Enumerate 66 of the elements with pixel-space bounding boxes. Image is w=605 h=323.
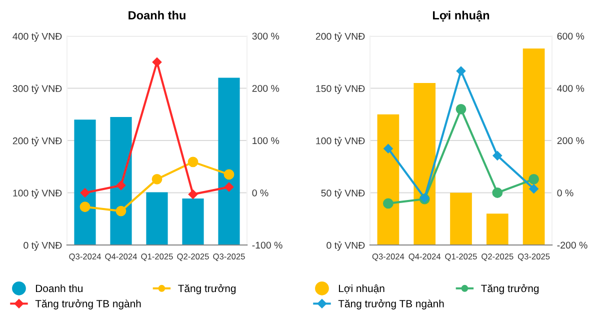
x-tick-label: Q3-2025 (213, 254, 245, 261)
x-tick-label: Q4-2024 (408, 254, 441, 261)
y-tick-label: 200 tỷ VNĐ (316, 32, 365, 42)
y-tick-label: 100 tỷ VNĐ (316, 136, 365, 146)
legend-label: Doanh thu (36, 284, 83, 292)
bar (218, 78, 240, 245)
point (382, 198, 394, 209)
x-tick-label: Q2-2025 (482, 254, 514, 261)
point (224, 182, 234, 192)
y-tick-label: 200 tỷ VNĐ (12, 136, 62, 146)
x-tick-label: Q3-2024 (69, 254, 101, 261)
chart-title: Lợi nhuận (433, 10, 490, 22)
y2-tick-label: 0 % (252, 189, 268, 196)
y2-tick-label: 100 % (252, 137, 280, 144)
point (116, 206, 126, 216)
x-tick-label: Q4-2024 (105, 254, 137, 261)
legend-label: Tăng trưởng TB ngành (35, 299, 141, 310)
y2-tick-label: 600 % (557, 32, 584, 40)
y2-tick-label: -100 % (252, 242, 282, 249)
bar (110, 116, 132, 245)
bar (486, 214, 508, 245)
point (224, 169, 234, 180)
point (188, 156, 198, 168)
y2-tick-label: 0 % (557, 189, 574, 196)
bar (146, 192, 168, 245)
y-tick-label: 0 tỷ VNĐ (24, 241, 62, 251)
y2-tick-label: 200 % (557, 137, 584, 144)
legend-label: Lợi nhuận (338, 284, 384, 294)
legend-label: Tăng trưởng TB ngành (338, 299, 444, 310)
y-tick-label: 0 tỷ VNĐ (326, 241, 365, 251)
point (116, 180, 126, 190)
x-tick-label: Q1-2025 (445, 254, 477, 261)
y-tick-label: 150 tỷ VNĐ (316, 84, 365, 94)
point (528, 174, 540, 184)
point (188, 190, 198, 199)
y-tick-label: 400 tỷ VNĐ (12, 32, 62, 42)
point (80, 188, 90, 198)
y2-tick-label: 400 % (557, 84, 584, 92)
bar (450, 192, 472, 245)
y-tick-label: 50 tỷ VNĐ (321, 189, 365, 198)
y-tick-label: 100 tỷ VNĐ (13, 189, 62, 198)
point (80, 202, 90, 212)
x-tick-label: Q2-2025 (177, 254, 209, 261)
y2-tick-label: 300 % (252, 32, 280, 40)
point (456, 66, 466, 76)
x-tick-label: Q1-2025 (141, 254, 173, 261)
point (492, 188, 503, 198)
bar (182, 198, 204, 245)
bar (377, 114, 400, 245)
legend-label: Tăng trưởng (481, 284, 539, 294)
x-tick-label: Q3-2024 (372, 254, 404, 261)
point (152, 174, 162, 184)
point (456, 104, 466, 114)
point (492, 151, 502, 160)
point (152, 58, 162, 67)
point (384, 144, 393, 154)
x-tick-label: Q3-2025 (518, 254, 550, 261)
chart-title: Doanh thu (128, 10, 186, 20)
legend-label: Tăng trưởng (178, 284, 236, 294)
y2-tick-label: 200 % (252, 84, 280, 92)
bar (74, 120, 96, 245)
bar (414, 83, 436, 245)
point (529, 184, 538, 194)
y2-tick-label: -200 % (557, 242, 588, 249)
y-tick-label: 300 tỷ VNĐ (12, 84, 62, 94)
bar (522, 48, 545, 245)
